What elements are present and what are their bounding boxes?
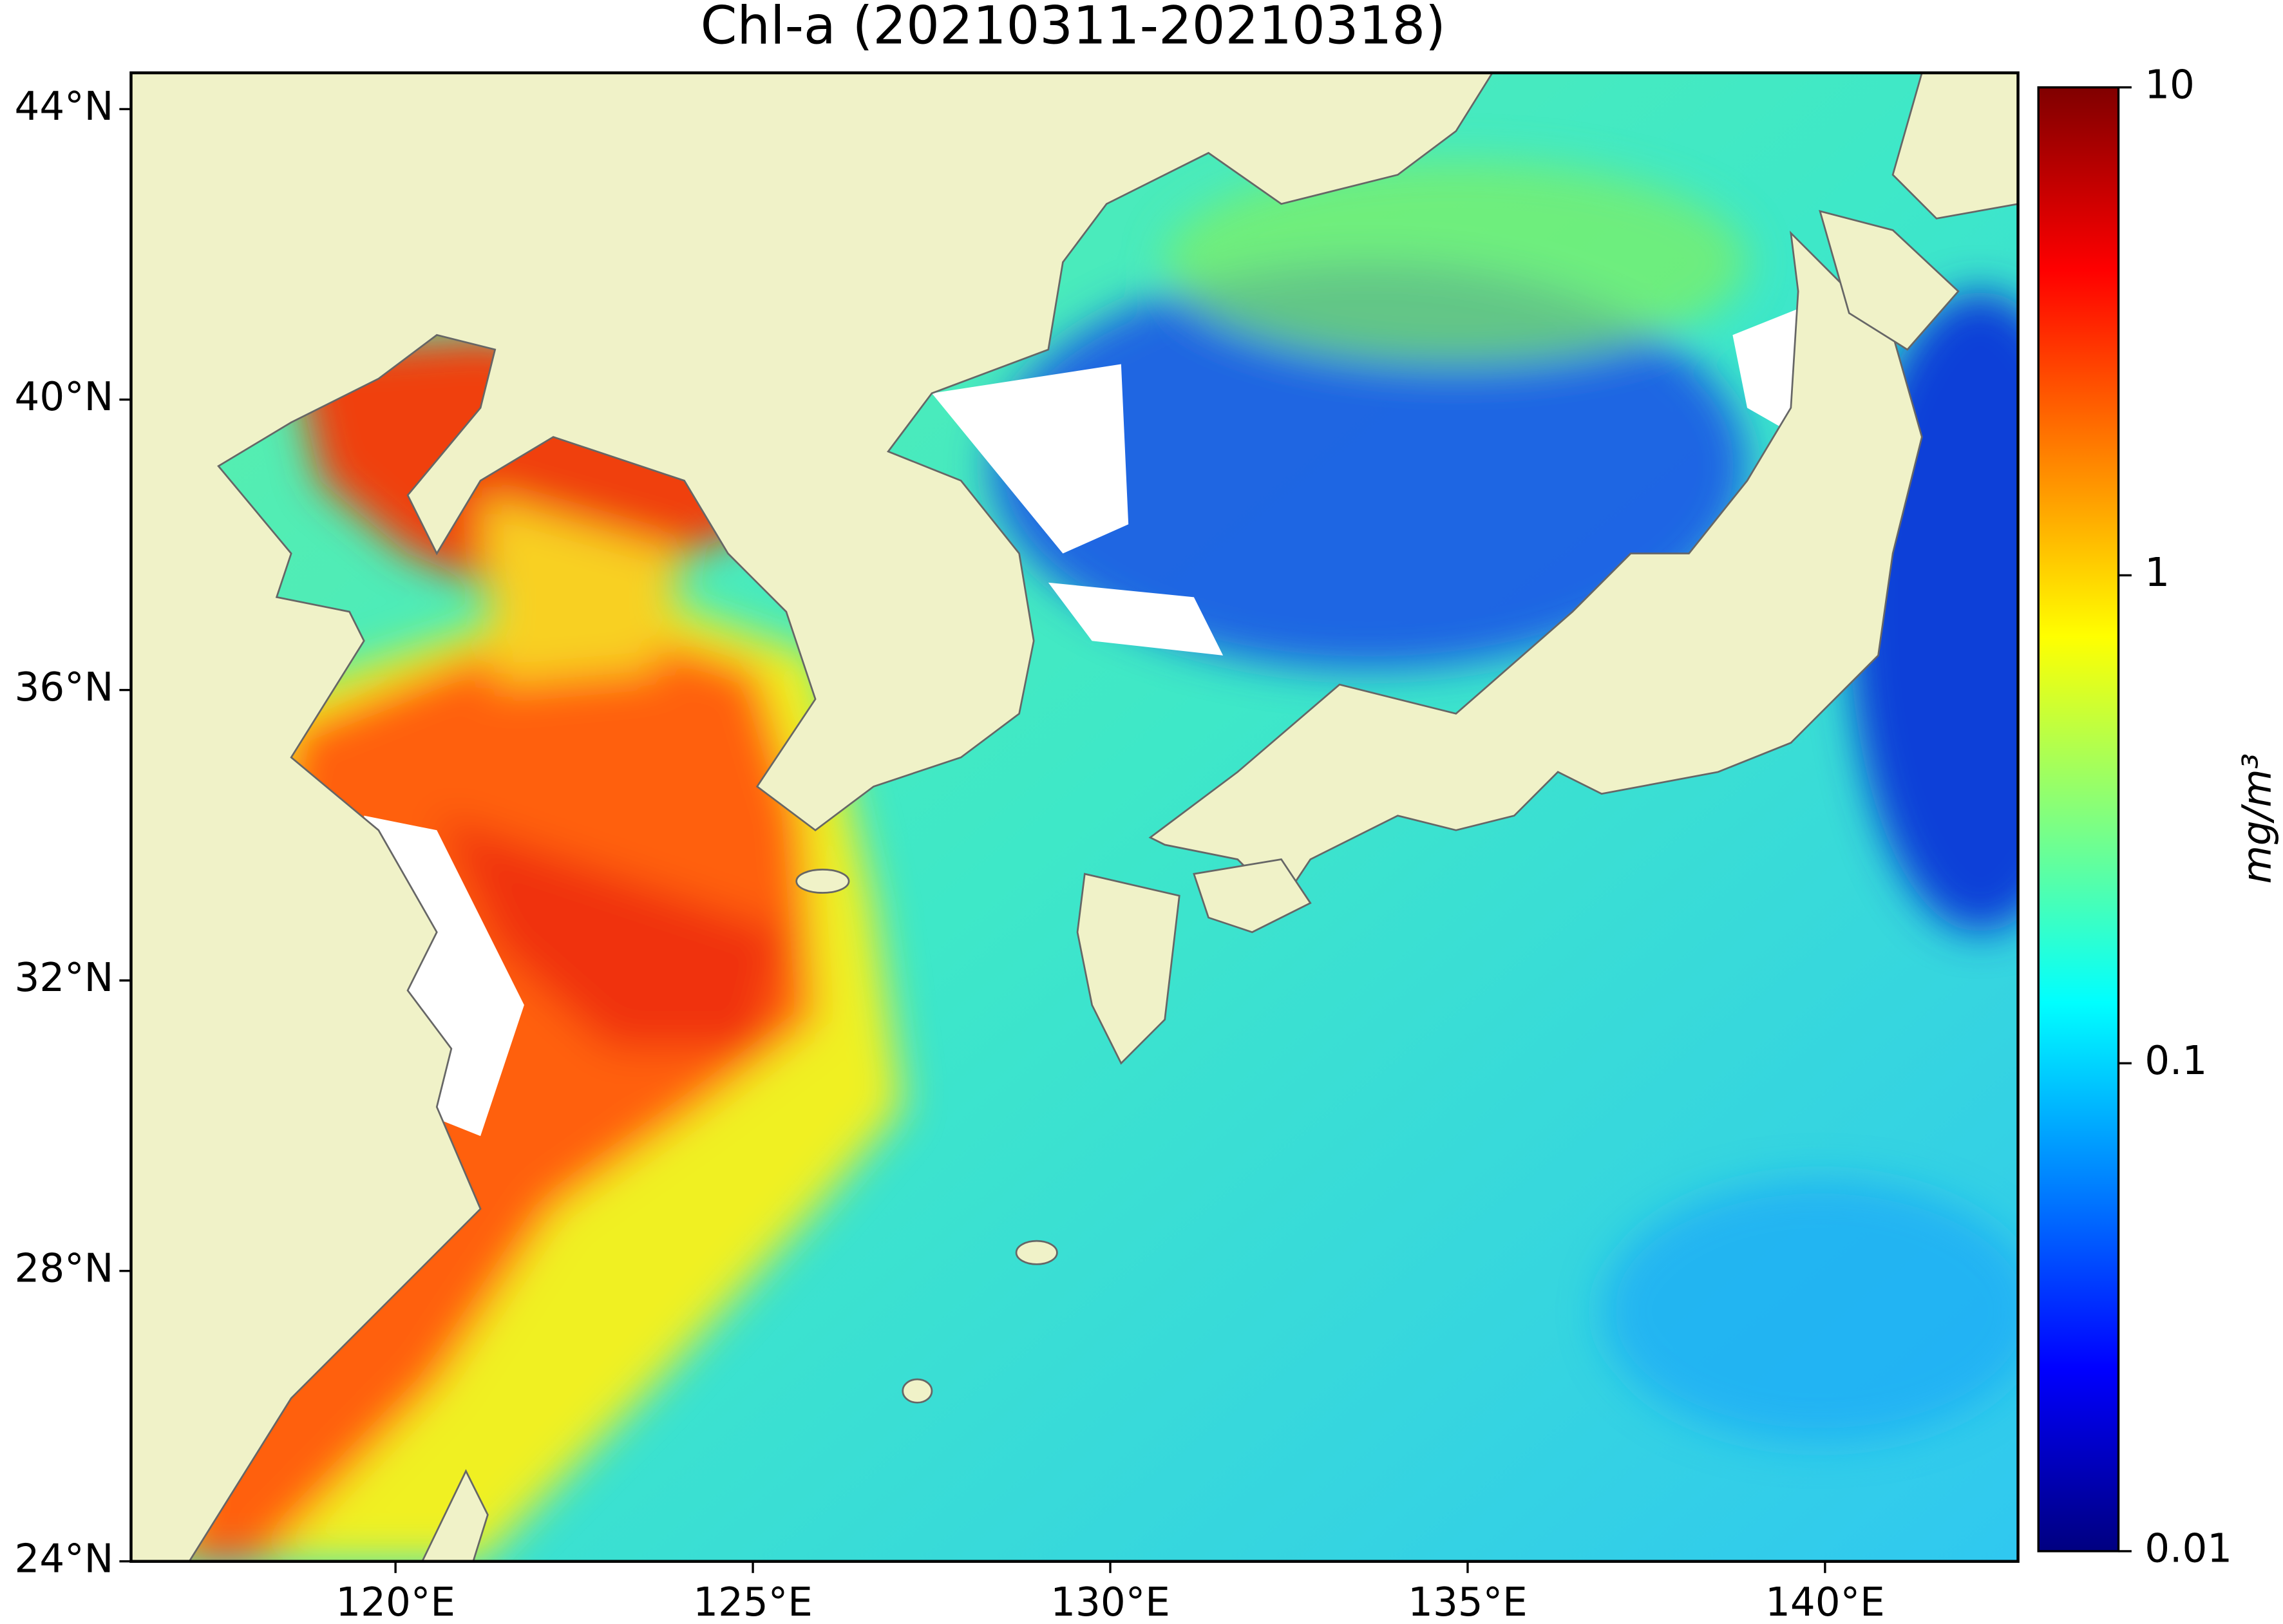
y-tick-label: 40°N [15,374,114,420]
chart-title: Chl-a (20210311-20210318) [701,0,1446,57]
land-amami [1015,1240,1058,1265]
cloud [1732,305,1806,437]
cloud [931,364,1129,554]
land-shikoku [1193,858,1312,934]
cloud [1048,582,1224,656]
y-tick-label: 24°N [15,1536,114,1582]
x-tick-label: 125°E [693,1580,813,1624]
x-tick-label: 140°E [1765,1580,1885,1624]
land-hokkaido [1819,210,1960,351]
land-okinawa [902,1378,933,1404]
x-tick-label: 135°E [1408,1580,1528,1624]
plot-frame [129,71,2020,1563]
land-sakhalin [1891,73,2018,220]
map [131,73,2018,1562]
land-taiwan [421,1469,489,1562]
land-kyushu [1076,873,1180,1065]
colorbar-tick-label: 1 [2145,550,2170,596]
land-mainland [131,73,1493,1562]
colorbar-tick-label: 0.01 [2145,1525,2232,1571]
x-tick-label: 130°E [1050,1580,1170,1624]
y-tick-label: 28°N [15,1245,114,1291]
x-tick-label: 120°E [336,1580,455,1624]
land-jeju [795,868,850,894]
colorbar [2037,86,2120,1553]
colorbar-label: mg/m³ [2234,753,2280,884]
y-tick-label: 36°N [15,665,114,710]
y-tick-label: 44°N [15,84,114,129]
colorbar-tick-label: 0.1 [2145,1038,2207,1084]
colorbar-tick-label: 10 [2145,62,2195,108]
y-tick-label: 32°N [15,955,114,1001]
